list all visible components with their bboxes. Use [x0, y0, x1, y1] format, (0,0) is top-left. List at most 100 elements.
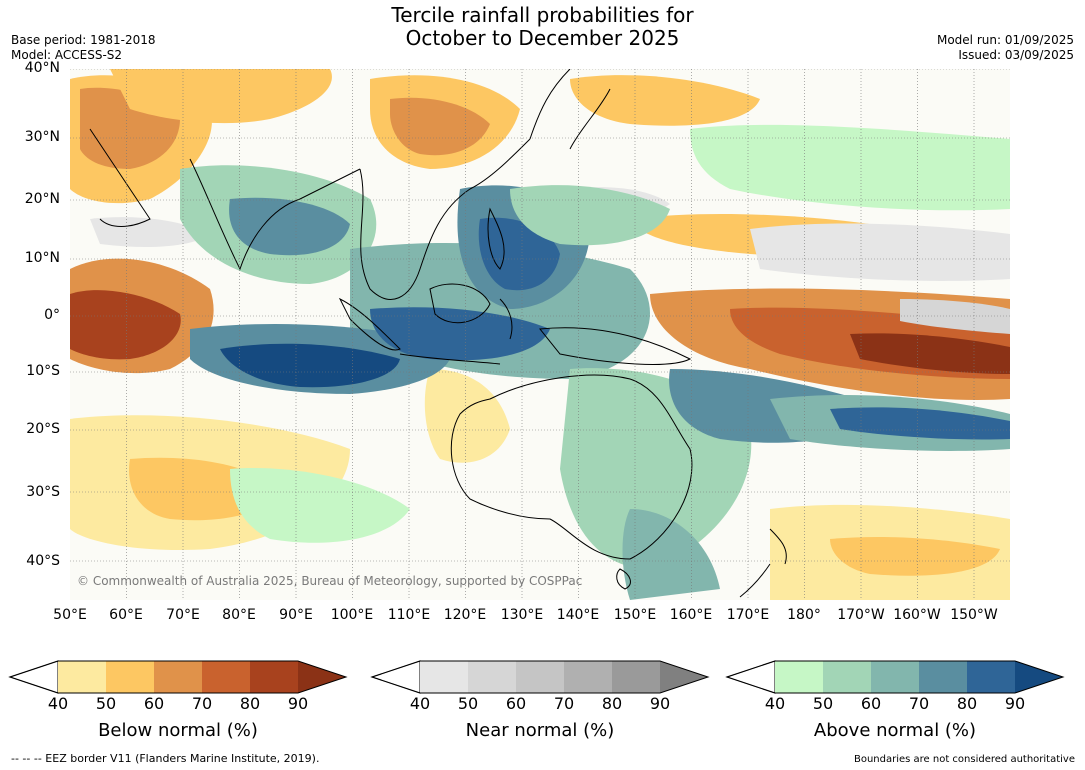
colorbar-below-min-extend	[8, 660, 59, 694]
colorbar-below-90	[250, 661, 298, 693]
new-guinea	[539, 327, 692, 365]
lon-label-100e: 100°E	[330, 607, 374, 623]
colorbar-near-min-extend	[370, 660, 421, 694]
graticule	[70, 69, 1010, 600]
colorbar-near-50	[420, 661, 468, 693]
lon-label-70e: 70°E	[166, 607, 200, 623]
lon-label-80e: 80°E	[222, 607, 256, 623]
colorbar-above-min-extend	[725, 660, 776, 694]
lon-label-130e: 130°E	[500, 607, 544, 623]
philippines	[487, 207, 505, 270]
colorbar-below	[8, 660, 348, 694]
lat-label-40s: 40°S	[26, 553, 60, 569]
above-tick-50: 50	[812, 694, 834, 713]
colorbar-near-outline	[370, 660, 710, 694]
tasmania	[616, 568, 631, 590]
meta-left: Base period: 1981-2018 Model: ACCESS-S2	[11, 33, 156, 63]
above-tick-60: 60	[860, 694, 882, 713]
colorbar-near-70	[516, 661, 564, 693]
east-pacific-grey	[900, 299, 1010, 334]
indian-grey	[90, 217, 210, 247]
map-svg	[70, 69, 1010, 600]
colorbar-above-70	[871, 661, 919, 693]
indonesia-wet	[370, 307, 550, 361]
sumatra	[338, 297, 401, 351]
above-normal-regions	[180, 124, 1010, 600]
lon-label-180: 180°	[787, 607, 821, 623]
lon-label-170w: 170°W	[837, 607, 885, 623]
north-pacific-green	[690, 124, 1010, 211]
colorbar-below-70	[154, 661, 202, 693]
lat-label-10n: 10°N	[24, 250, 60, 266]
lon-label-160e: 160°E	[669, 607, 713, 623]
lon-label-160w: 160°W	[893, 607, 941, 623]
new-zealand-south	[739, 563, 771, 598]
below-tick-80: 80	[239, 694, 261, 713]
colorbar-near-80	[564, 661, 612, 693]
colorbar-above-80	[919, 661, 967, 693]
colorbar-above-50	[775, 661, 823, 693]
lat-label-20n: 20°N	[24, 191, 60, 207]
lon-label-60e: 60°E	[109, 607, 143, 623]
base-period: Base period: 1981-2018	[11, 33, 156, 47]
model-name: Model: ACCESS-S2	[11, 48, 123, 62]
west-equatorial-indian-dry-core	[70, 290, 181, 360]
colorbar-above	[725, 660, 1065, 694]
above-tick-90: 90	[1004, 694, 1026, 713]
lat-label-40n: 40°N	[24, 60, 60, 76]
lon-label-170e: 170°E	[726, 607, 770, 623]
near-tick-70: 70	[553, 694, 575, 713]
below-tick-50: 50	[95, 694, 117, 713]
lat-label-30s: 30°S	[26, 484, 60, 500]
colorbar-near-90	[612, 661, 660, 693]
coastlines	[89, 69, 787, 598]
lon-label-90e: 90°E	[279, 607, 313, 623]
above-tick-80: 80	[956, 694, 978, 713]
south-pacific-dry-2	[830, 537, 1000, 576]
china-dry-core	[390, 97, 490, 156]
colorbar-near-60	[468, 661, 516, 693]
above-normal-caption: Above normal (%)	[813, 720, 977, 741]
lat-label-10s: 10°S	[26, 363, 60, 379]
near-tick-40: 40	[409, 694, 431, 713]
colorbar-below-max-extend	[298, 661, 346, 693]
above-tick-40: 40	[764, 694, 786, 713]
colorbar-below-60	[106, 661, 154, 693]
boundary-disclaimer: Boundaries are not considered authoritat…	[853, 754, 1075, 765]
title-line-2: October to December 2025	[405, 26, 680, 50]
indian-ocean-wet-core	[220, 343, 400, 388]
java	[399, 353, 501, 365]
map-title: Tercile rainfall probabilities for Octob…	[0, 4, 1085, 50]
below-tick-70: 70	[191, 694, 213, 713]
colorbar-near	[370, 660, 710, 694]
below-tick-90: 90	[287, 694, 309, 713]
himalaya-dry	[110, 69, 332, 124]
new-zealand-north	[769, 528, 787, 565]
china-coast	[529, 69, 571, 140]
southeast-asia-coast	[359, 138, 531, 300]
near-tick-60: 60	[505, 694, 527, 713]
copyright-notice: © Commonwealth of Australia 2025, Bureau…	[77, 574, 583, 588]
sulawesi	[499, 298, 513, 340]
india-coast	[189, 158, 361, 271]
colorbar-above-90	[967, 661, 1015, 693]
near-tick-50: 50	[457, 694, 479, 713]
lon-label-110e: 110°E	[387, 607, 431, 623]
colorbar-near-max-extend	[660, 661, 708, 693]
near-normal-caption: Near normal (%)	[465, 720, 615, 741]
south-indian-green	[230, 468, 410, 543]
australia	[450, 374, 693, 560]
below-tick-60: 60	[143, 694, 165, 713]
meta-right: Model run: 01/09/2025 Issued: 03/09/2025	[937, 33, 1074, 63]
spcz-core	[830, 407, 1010, 440]
north-pacific-dry	[570, 75, 760, 126]
eez-note: -- -- -- EEZ border V11 (Flanders Marine…	[11, 752, 320, 765]
lat-label-20s: 20°S	[26, 421, 60, 437]
east-pacific-dry-core	[850, 333, 1010, 374]
borneo	[429, 283, 491, 324]
below-normal-caption: Below normal (%)	[98, 720, 258, 741]
lon-label-120e: 120°E	[443, 607, 487, 623]
bay-of-bengal-wet-core	[229, 197, 350, 256]
west-pacific-grey	[750, 223, 1010, 281]
arabia-coast	[89, 128, 151, 227]
